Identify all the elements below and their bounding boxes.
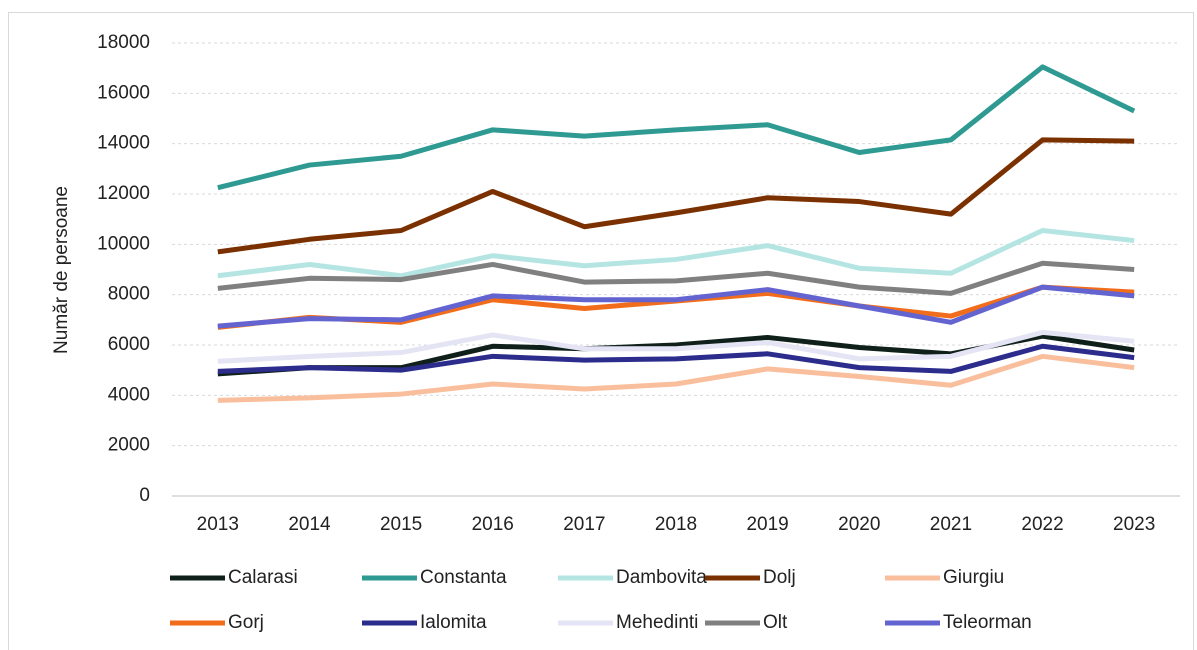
series-line (217, 64, 1136, 191)
series-line (217, 343, 1135, 374)
legend-label: Constanta (420, 567, 507, 588)
legend-label: Dambovita (616, 567, 707, 588)
x-tick-label: 2021 (930, 514, 972, 535)
series-line (217, 353, 1135, 403)
legend-label: Calarasi (228, 567, 298, 588)
series-line (217, 137, 1135, 255)
y-tick-label: 18000 (97, 32, 150, 53)
series-line (217, 329, 1135, 364)
x-tick-label: 2019 (746, 514, 788, 535)
y-axis-title: Număr de persoane (51, 186, 72, 354)
chart-frame (8, 12, 1194, 650)
y-tick-label: 6000 (108, 334, 150, 355)
y-tick-label: 2000 (108, 435, 150, 456)
x-tick-label: 2017 (563, 514, 605, 535)
x-tick-label: 2023 (1113, 514, 1155, 535)
legend-label: Ialomita (420, 612, 487, 633)
series-line (217, 260, 1135, 296)
x-tick-label: 2015 (380, 514, 422, 535)
x-tick-label: 2014 (288, 514, 331, 535)
legend-label: Olt (763, 612, 788, 633)
series-line (217, 284, 1135, 329)
y-tick-label: 10000 (97, 233, 150, 254)
y-tick-label: 16000 (97, 82, 150, 103)
x-tick-label: 2020 (838, 514, 880, 535)
x-tick-label: 2022 (1021, 514, 1063, 535)
y-tick-label: 4000 (108, 384, 150, 405)
legend-label: Gorj (228, 612, 264, 633)
legend-label: Teleorman (943, 612, 1032, 633)
series-line (217, 227, 1135, 279)
legend-label: Giurgiu (943, 567, 1004, 588)
x-tick-label: 2013 (197, 514, 239, 535)
legend-label: Dolj (763, 567, 796, 588)
x-tick-label: 2018 (655, 514, 697, 535)
legend-label: Mehedinti (616, 612, 698, 633)
y-tick-label: 8000 (108, 284, 150, 305)
x-tick-label: 2016 (472, 514, 514, 535)
y-tick-label: 14000 (97, 133, 150, 154)
y-tick-label: 12000 (97, 183, 150, 204)
y-tick-label: 0 (139, 485, 150, 506)
